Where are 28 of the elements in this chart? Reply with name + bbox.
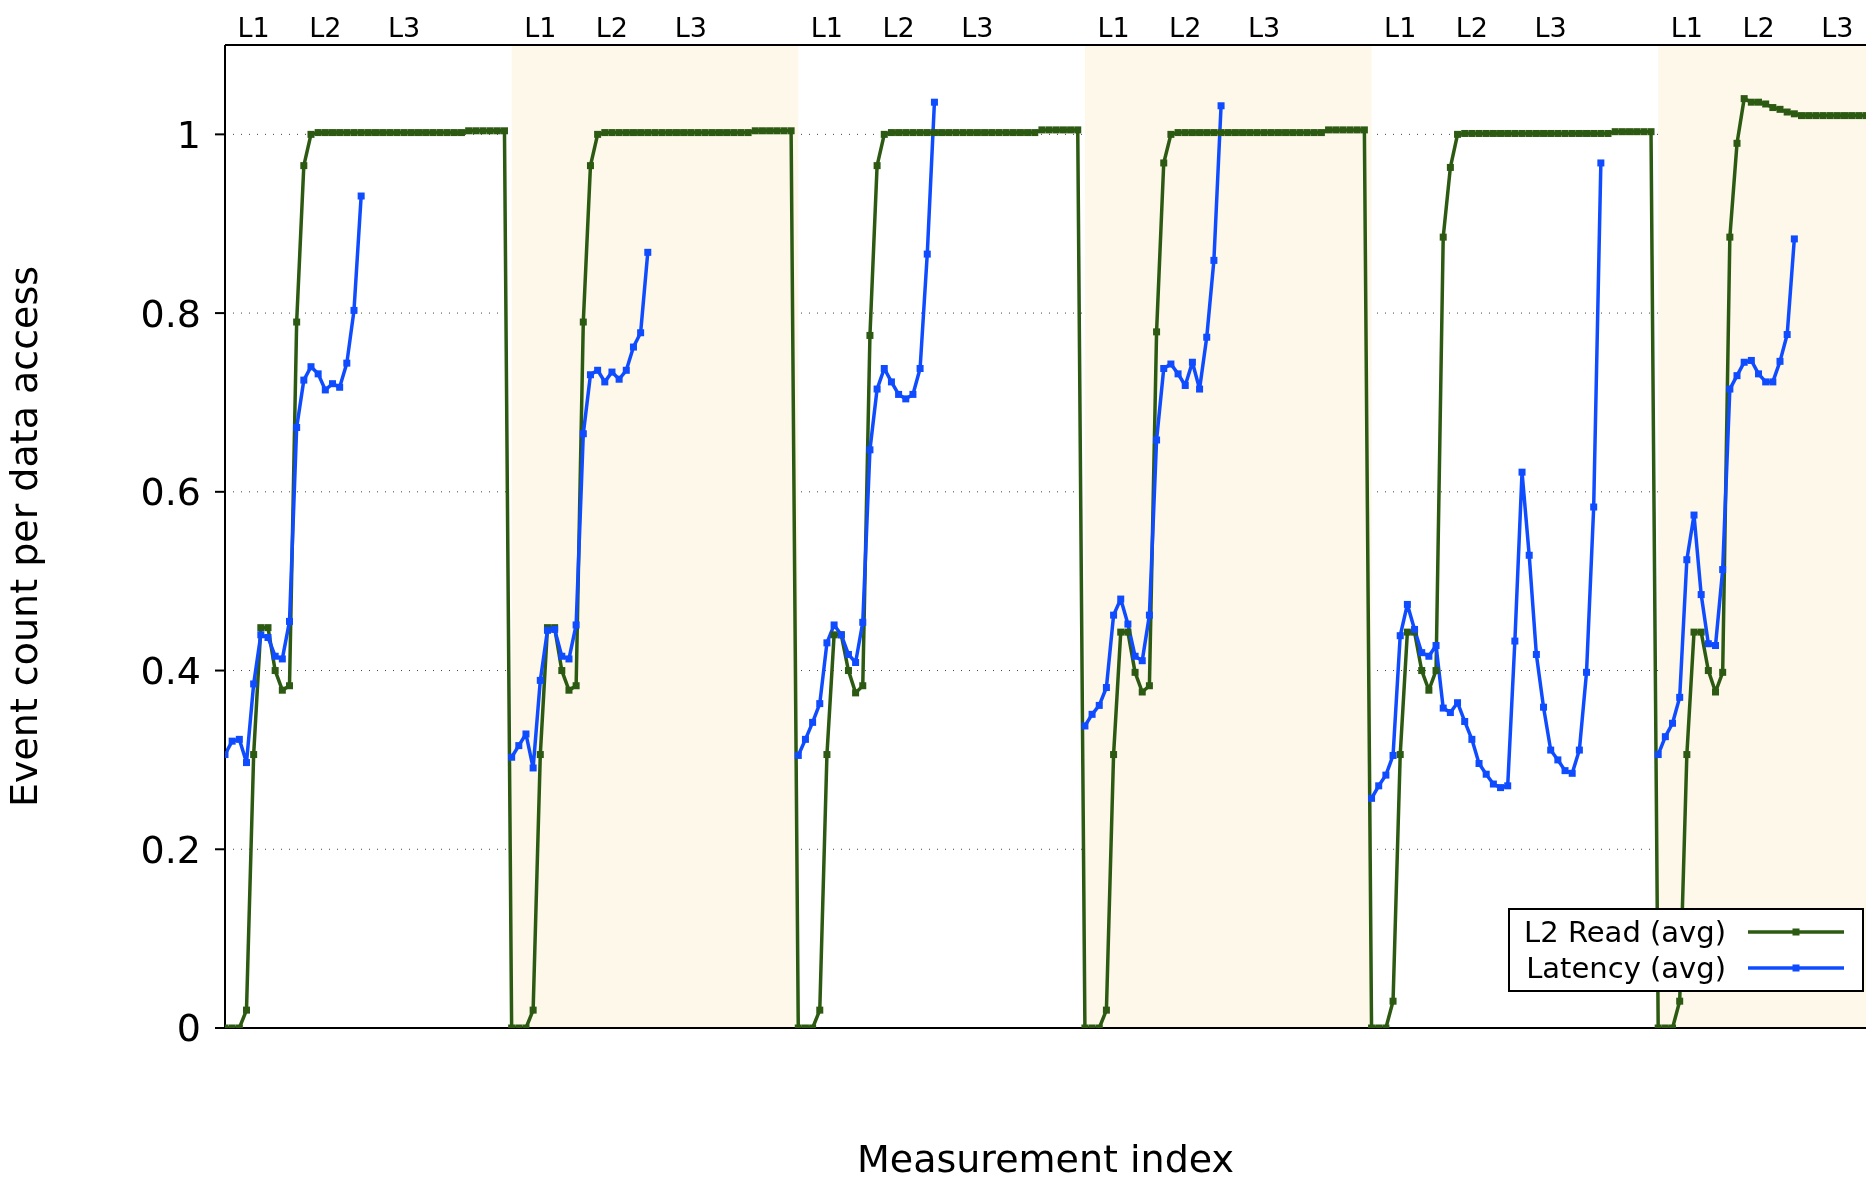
x-tick-label: L3 xyxy=(961,12,994,43)
y-axis-title: Event count per data access xyxy=(2,265,47,808)
x-tick-label: L1 xyxy=(1670,12,1703,43)
x-tick-label: L1 xyxy=(524,12,557,43)
x-tick-label: L2 xyxy=(1169,12,1202,43)
y-tick-label: 0.6 xyxy=(140,470,201,515)
x-tick-label: L2 xyxy=(1455,12,1488,43)
x-tick-label: L1 xyxy=(237,12,270,43)
x-tick-label: L3 xyxy=(1247,12,1281,43)
x-tick-label: L3 xyxy=(674,12,707,43)
x-tick-label: L1 xyxy=(810,12,844,43)
x-tick-label: L3 xyxy=(1534,12,1567,43)
x-tick-label: L2 xyxy=(309,12,342,43)
x-tick-label: L1 xyxy=(1384,12,1417,43)
y-tick-label: 0.4 xyxy=(140,649,201,694)
x-tick-label: L2 xyxy=(1742,12,1775,43)
x-tick-label: L2 xyxy=(882,12,915,43)
x-axis-title: Measurement index xyxy=(857,1137,1234,1179)
y-tick-label: 0.8 xyxy=(140,291,201,336)
legend-label: L2 Read (avg) xyxy=(1524,915,1726,949)
x-tick-label: L2 xyxy=(595,12,629,43)
y-tick-label: 0.2 xyxy=(140,827,201,872)
x-tick-label: L1 xyxy=(1097,12,1130,43)
x-tick-label: L3 xyxy=(388,12,421,43)
legend-label: Latency (avg) xyxy=(1526,951,1726,985)
y-tick-label: 1 xyxy=(176,112,201,157)
x-tick-label: L3 xyxy=(1821,12,1854,43)
y-tick-label: 0 xyxy=(176,1006,201,1051)
